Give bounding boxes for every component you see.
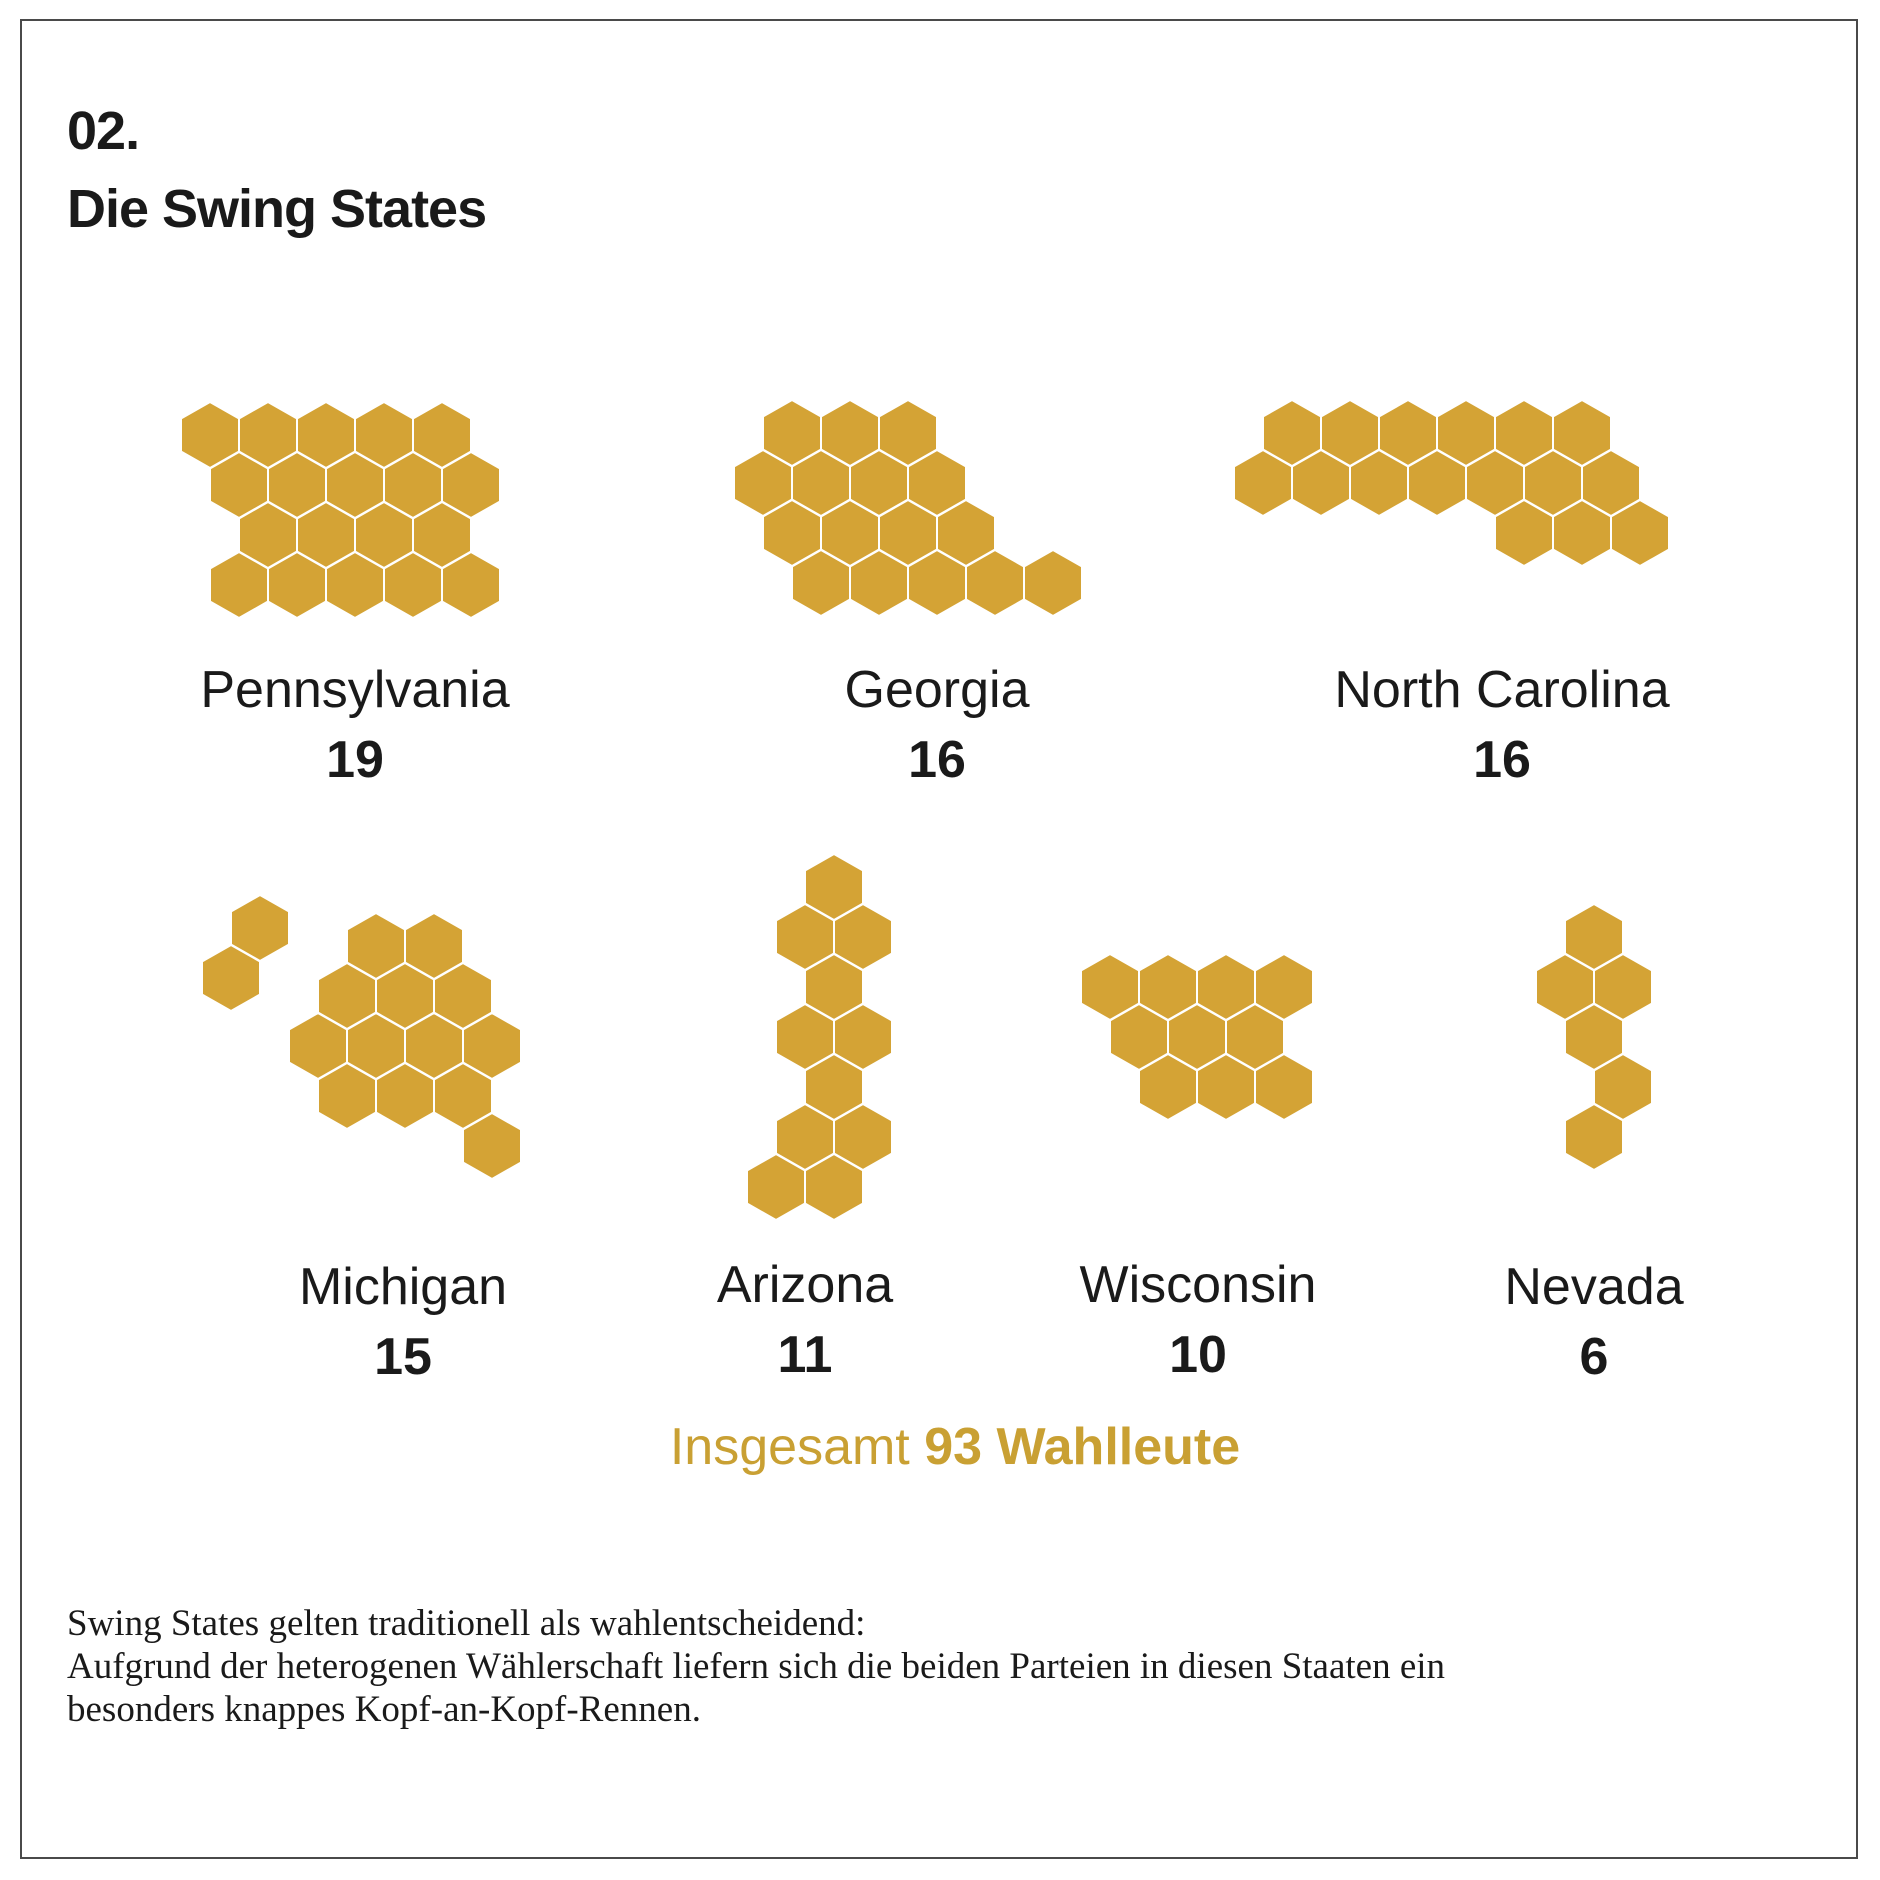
state-value-michigan: 15: [374, 1328, 432, 1386]
hex-group-michigan: [201, 893, 522, 1181]
elector-hexagon: [462, 1111, 522, 1181]
hex-group-pennsylvania: [180, 400, 501, 620]
state-name-nevada: Nevada: [1504, 1258, 1684, 1316]
elector-hexagon: [441, 550, 501, 620]
state-name-wisconsin: Wisconsin: [1079, 1256, 1317, 1314]
elector-hexagon: [1610, 498, 1670, 568]
hex-group-arizona: [746, 852, 893, 1222]
hex-group-north-carolina: [1233, 398, 1670, 568]
section-number: 02.: [67, 101, 140, 161]
footnote: Swing States gelten traditionell als wah…: [67, 1602, 1767, 1731]
hex-group-georgia: [733, 398, 1083, 618]
footnote-line: Swing States gelten traditionell als wah…: [67, 1603, 866, 1644]
state-value-arizona: 11: [777, 1326, 833, 1384]
elector-hexagon: [804, 1152, 864, 1222]
state-value-wisconsin: 10: [1169, 1326, 1227, 1384]
state-value-pennsylvania: 19: [326, 731, 384, 789]
state-name-north-carolina: North Carolina: [1334, 661, 1670, 719]
elector-hexagon: [1023, 548, 1083, 618]
total-electors: Insgesamt 93 Wahlleute: [670, 1417, 1240, 1477]
hex-group-wisconsin: [1080, 952, 1314, 1122]
footnote-line: besonders knappes Kopf-an-Kopf-Rennen.: [67, 1689, 701, 1730]
state-name-arizona: Arizona: [716, 1256, 894, 1314]
state-name-pennsylvania: Pennsylvania: [200, 661, 510, 719]
hex-group-nevada: [1535, 902, 1653, 1172]
page-title: Die Swing States: [67, 179, 487, 239]
state-value-north-carolina: 16: [1473, 731, 1531, 789]
elector-hexagon: [1254, 1052, 1314, 1122]
state-value-georgia: 16: [908, 731, 966, 789]
state-name-michigan: Michigan: [298, 1258, 508, 1316]
footnote-line: Aufgrund der heterogenen Wählerschaft li…: [67, 1646, 1446, 1687]
page-frame: [20, 19, 1858, 1859]
state-name-georgia: Georgia: [844, 661, 1030, 719]
elector-hexagon: [1564, 1102, 1624, 1172]
total-value: 93 Wahlleute: [924, 1418, 1241, 1476]
state-value-nevada: 6: [1579, 1328, 1609, 1386]
total-prefix: Insgesamt: [669, 1418, 910, 1476]
elector-hexagon: [201, 943, 261, 1013]
